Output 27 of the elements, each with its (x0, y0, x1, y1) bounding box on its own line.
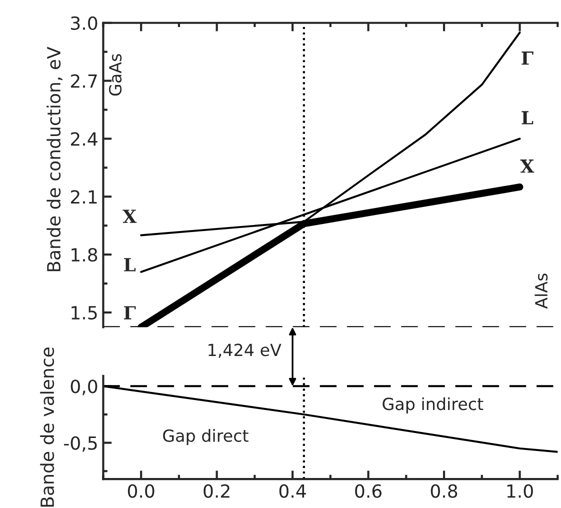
annotation: AlAs (534, 274, 548, 309)
y-tick-label: 3.0 (71, 16, 98, 30)
y-tick-label: 2.4 (70, 132, 98, 146)
x-tick-label: 1.0 (507, 484, 533, 498)
annotation: L (522, 111, 534, 124)
y-axis-title: Bande de conduction, eV (46, 46, 62, 272)
y-tick-label: 1.8 (72, 248, 98, 262)
x-tick-label: 0.6 (355, 484, 382, 498)
annotation: X (122, 210, 137, 223)
annotation: L (124, 258, 136, 272)
y-axis-title: Bande de valence (40, 348, 54, 507)
annotation: Gap direct (163, 429, 248, 446)
annotation: X (520, 160, 534, 173)
annotation: GaAs (108, 54, 122, 96)
annotation: Γ (522, 52, 534, 65)
x-tick-label: 0.2 (204, 484, 230, 498)
y-tick-label: 2.1 (70, 190, 97, 204)
x-tick-label: 0.8 (430, 484, 458, 498)
y-tick-label: 0,0 (70, 380, 98, 396)
x-tick-label: 0.4 (279, 484, 306, 498)
annotation: Gap indirect (382, 397, 484, 414)
y-tick-label: 1.5 (72, 306, 97, 320)
x-tick-label: 0.0 (128, 484, 154, 498)
annotation: Γ (124, 306, 136, 320)
y-tick-label: 2.7 (70, 74, 97, 88)
y-tick-label: -0,5 (64, 436, 97, 452)
text: 1,424 eV (208, 344, 282, 358)
